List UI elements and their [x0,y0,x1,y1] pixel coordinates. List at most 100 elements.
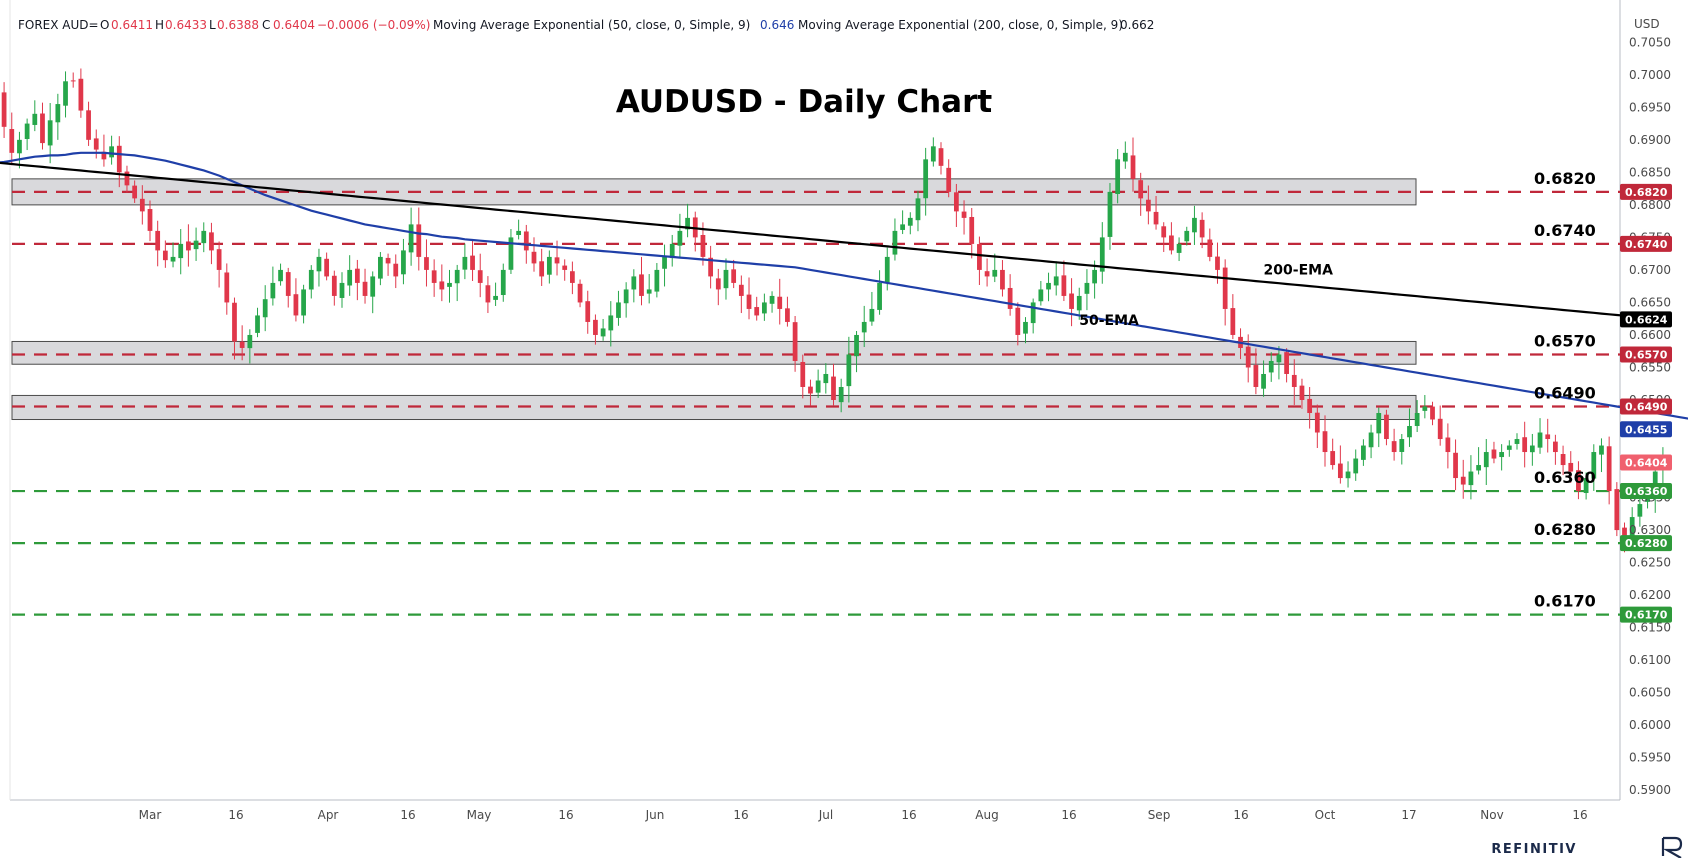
y-tick-label: 0.6050 [1629,686,1671,700]
candle-body [754,307,760,316]
candle-body [186,241,191,251]
brand-label: REFINITIV [1491,842,1577,857]
x-axis[interactable]: Mar 16 Apr 16 May 16 Jun 16 Jul 16 Aug 16 Sep 16 Oct 17… [139,808,1588,822]
candle-body [1384,414,1389,440]
candle-body [854,334,859,357]
candle-body [1514,439,1520,444]
candle-body [969,216,975,244]
candle-body [1460,476,1466,485]
y-tick-label: 0.7000 [1629,68,1671,82]
candle-body [531,251,537,264]
candle-body [209,232,214,251]
candle-body [1122,152,1128,162]
candle-body [1314,412,1320,433]
y-tick-label: 0.6100 [1629,653,1671,667]
candle-body [485,285,491,303]
ema200-line [0,161,1663,321]
x-tick-label: 16 [558,808,573,822]
candle-body [1015,307,1021,335]
candle-body [1061,275,1067,296]
refinitiv-logo: REFINITIV [1491,836,1683,859]
candle-body [347,269,353,286]
resistance-zone [11,340,1417,365]
candle-body [884,256,890,283]
symbol-label[interactable]: FOREX AUD= [18,18,99,32]
price-tag-label: 0.6624 [1625,313,1668,326]
resistance-level-label: 0.6740 [1534,221,1596,240]
candle-body [178,243,184,259]
candle-body [162,250,168,261]
candle-body [1046,282,1051,290]
levels-layer [12,190,1620,616]
candle-body [1445,437,1451,453]
candle-body [915,198,921,221]
candle-body [731,269,737,283]
candle-body [708,257,714,277]
ema200-value: 0.662 [1120,18,1154,32]
candle-body [339,282,345,298]
candle-body [393,263,399,277]
x-tick-label: 16 [400,808,415,822]
high-label: H [155,18,164,32]
header-legend: FOREX AUD= O 0.6411 H 0.6433 L 0.6388 C … [18,18,1154,32]
candle-body [1069,293,1074,309]
candle-body [1076,295,1082,311]
candle-body [101,151,107,160]
candle-body [324,258,330,277]
candle-body [946,167,952,192]
close-value: 0.6404 [273,18,315,32]
candle-body [1030,302,1036,324]
candle-body [938,148,944,166]
refinitiv-r-icon [1661,836,1683,859]
ema50-description[interactable]: Moving Average Exponential (50, close, 0… [433,18,750,32]
candle-body [9,129,15,153]
candle-body [777,296,783,309]
x-tick-label: Mar [139,808,162,822]
candle-body [86,110,91,140]
y-tick-label: 0.5900 [1629,783,1671,797]
candle-body [354,268,360,283]
price-tag-label: 0.6740 [1625,238,1668,251]
candle-body [139,198,145,212]
level-labels-layer: 0.6820 0.6740 0.6570 0.6490 0.6360 0.6280 0.61… [1534,169,1596,611]
candle-body [1468,471,1474,486]
chart-title: AUDUSD - Daily Chart [616,84,993,120]
candle-body [1261,373,1266,389]
x-tick-label: Oct [1315,808,1336,822]
candle-body [600,328,606,337]
high-value: 0.6433 [165,18,207,32]
candle-body [616,302,621,318]
candle-body [255,315,260,333]
candle-body [1529,445,1535,453]
candle-body [1614,489,1620,531]
candle-body [992,269,998,277]
candle-body [1506,445,1512,450]
candle-body [17,139,22,154]
candle-body [1353,458,1359,474]
candle-body [454,269,460,284]
low-label: L [209,18,216,32]
candle-body [838,386,844,403]
candle-body [1491,449,1497,459]
candle-body [669,243,675,259]
price-tag [1620,421,1672,438]
ema200-description[interactable]: Moving Average Exponential (200, close, … [798,18,1123,32]
candle-body [608,315,614,331]
y-tick-label: 0.5950 [1629,751,1671,765]
x-tick-label: Sep [1148,808,1171,822]
candle-body [1215,256,1220,270]
candle-body [1560,454,1566,466]
candle-body [723,269,729,289]
y-tick-label: 0.6600 [1629,328,1671,342]
candle-body [1453,452,1458,479]
price-tag [1620,235,1672,252]
y-tick-label: 0.6800 [1629,198,1671,212]
candle-body [792,322,798,361]
candle-body [1023,321,1028,334]
candle-body [1161,226,1167,238]
ema-annotation-label: 200-EMA [1264,262,1334,278]
candle-body [808,386,813,394]
candle-body [562,265,568,270]
candle-body [1192,217,1197,233]
